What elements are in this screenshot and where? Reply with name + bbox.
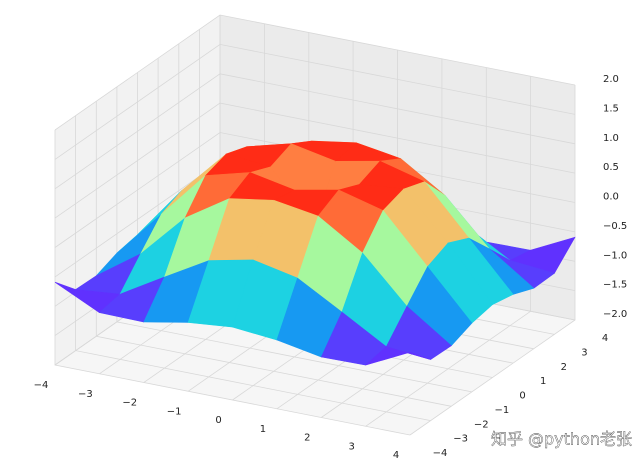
- x-tick-label: −2: [122, 398, 137, 409]
- x-tick-label: 3: [348, 441, 354, 452]
- z-tick-label: −0.5: [603, 221, 627, 232]
- y-tick-label: 1: [540, 376, 546, 387]
- y-tick-label: −2: [474, 419, 489, 430]
- x-tick-label: 1: [260, 424, 266, 435]
- z-grid-line: [54, 14, 576, 131]
- z-grid-line: [54, 102, 576, 219]
- watermark: 知乎 @python老张: [491, 430, 632, 449]
- y-tick-label: 3: [581, 347, 587, 358]
- z-grid-line: [54, 132, 576, 248]
- x-tick-label: 2: [304, 433, 310, 444]
- z-grid-line: [54, 73, 576, 190]
- z-grid-line: [54, 43, 576, 160]
- y-tick-label: 4: [602, 333, 608, 344]
- y-tick-label: −1: [495, 405, 510, 416]
- z-tick-label: 2.0: [603, 74, 619, 85]
- x-tick-label: 4: [393, 450, 399, 461]
- z-tick-label: 0.5: [603, 162, 619, 173]
- z-tick-label: 0.0: [603, 192, 619, 203]
- x-tick-label: −4: [34, 380, 49, 391]
- z-tick-label: 1.5: [603, 103, 619, 114]
- z-tick-label: 1.0: [603, 133, 619, 144]
- x-tick-label: −1: [167, 406, 182, 417]
- surface-patch: [365, 346, 431, 366]
- z-tick-label: −2.0: [603, 309, 627, 320]
- y-tick-label: −3: [453, 434, 468, 445]
- y-tick-label: 0: [519, 391, 525, 402]
- z-tick-label: −1.0: [603, 250, 627, 261]
- y-tick-label: 2: [561, 362, 567, 373]
- z-tick-label: −1.5: [603, 280, 627, 291]
- x-tick-label: 0: [215, 415, 221, 426]
- x-tick-label: −3: [78, 389, 93, 400]
- y-tick-label: −4: [433, 448, 448, 459]
